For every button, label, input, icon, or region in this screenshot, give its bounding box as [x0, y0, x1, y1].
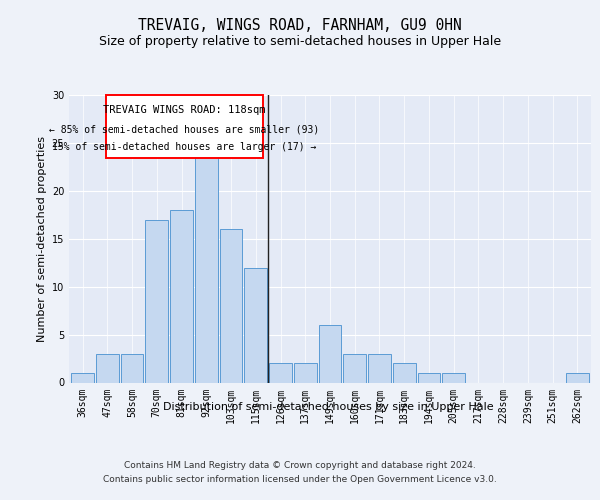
Text: Contains HM Land Registry data © Crown copyright and database right 2024.: Contains HM Land Registry data © Crown c…: [124, 462, 476, 470]
Text: TREVAIG, WINGS ROAD, FARNHAM, GU9 0HN: TREVAIG, WINGS ROAD, FARNHAM, GU9 0HN: [138, 18, 462, 32]
Bar: [319, 325, 341, 382]
Bar: [442, 373, 465, 382]
Bar: [368, 354, 391, 382]
Text: Size of property relative to semi-detached houses in Upper Hale: Size of property relative to semi-detach…: [99, 35, 501, 48]
Bar: [96, 354, 119, 382]
Bar: [244, 268, 267, 382]
Text: Contains public sector information licensed under the Open Government Licence v3: Contains public sector information licen…: [103, 476, 497, 484]
Bar: [418, 373, 440, 382]
Text: Distribution of semi-detached houses by size in Upper Hale: Distribution of semi-detached houses by …: [163, 402, 494, 412]
Bar: [195, 143, 218, 382]
Text: ← 85% of semi-detached houses are smaller (93): ← 85% of semi-detached houses are smalle…: [49, 124, 320, 134]
Y-axis label: Number of semi-detached properties: Number of semi-detached properties: [37, 136, 47, 342]
Text: 15% of semi-detached houses are larger (17) →: 15% of semi-detached houses are larger (…: [52, 142, 317, 152]
Bar: [121, 354, 143, 382]
Bar: [343, 354, 366, 382]
Bar: [71, 373, 94, 382]
Bar: [269, 364, 292, 382]
Bar: [170, 210, 193, 382]
Bar: [393, 364, 416, 382]
Text: TREVAIG WINGS ROAD: 118sqm: TREVAIG WINGS ROAD: 118sqm: [103, 105, 266, 115]
Bar: [566, 373, 589, 382]
Bar: [294, 364, 317, 382]
Bar: [145, 220, 168, 382]
Bar: [220, 229, 242, 382]
